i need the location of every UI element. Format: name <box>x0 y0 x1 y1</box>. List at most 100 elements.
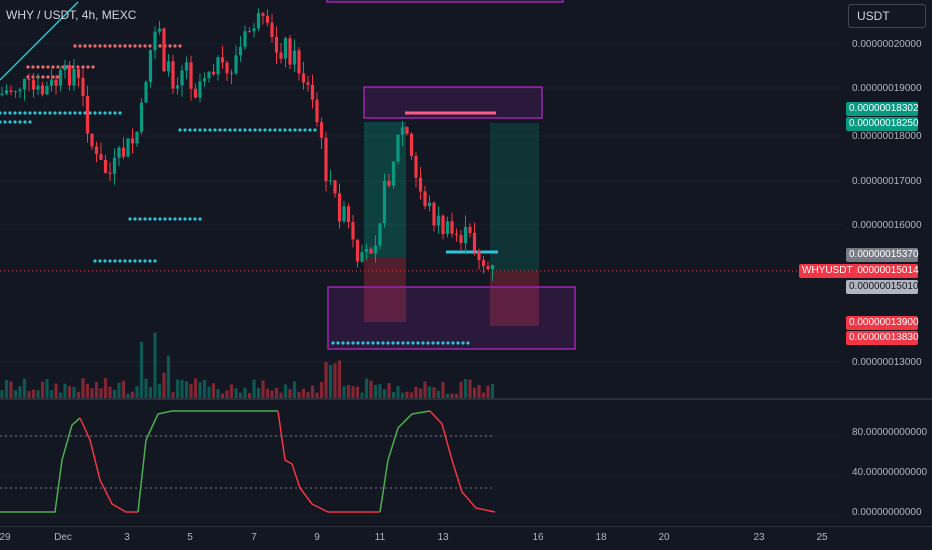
candle-body <box>139 102 144 132</box>
level-dot <box>143 217 147 221</box>
level-dot <box>53 111 57 115</box>
candle-body <box>76 69 81 78</box>
volume-bar <box>4 379 9 398</box>
candle-body <box>288 38 292 65</box>
price-chart[interactable] <box>0 0 842 398</box>
level-dot <box>386 341 390 345</box>
price-scale[interactable] <box>842 0 932 526</box>
level-dot <box>18 111 22 115</box>
level-dot <box>3 120 7 124</box>
level-dot <box>113 259 117 263</box>
volume-bar <box>247 393 252 398</box>
volume-bar <box>279 392 283 398</box>
candle-body <box>252 28 256 32</box>
oscillator-pane[interactable] <box>0 400 842 526</box>
volume-bar <box>175 379 180 398</box>
level-dot <box>63 111 67 115</box>
candlestick-chart[interactable] <box>0 0 842 398</box>
volume-bar <box>207 386 211 398</box>
candle-body <box>40 85 45 95</box>
candle-body <box>144 81 148 103</box>
volume-bar <box>202 379 207 398</box>
top-zone-box <box>326 0 564 3</box>
level-dot <box>3 111 7 115</box>
candle-body <box>247 31 252 33</box>
volume-bar <box>463 379 468 398</box>
pane-divider[interactable] <box>0 398 932 400</box>
volume-bar <box>157 383 162 398</box>
level-dot <box>133 259 137 263</box>
volume-bar <box>351 386 355 398</box>
candle-body <box>373 245 378 254</box>
volume-bar <box>22 378 27 398</box>
level-dot <box>148 44 152 48</box>
candle-body <box>207 71 211 79</box>
level-dot <box>401 341 405 345</box>
candle-body <box>85 96 90 134</box>
level-dot <box>283 128 287 132</box>
level-dot <box>68 111 72 115</box>
candle-body <box>441 215 445 234</box>
level-dot <box>466 341 470 345</box>
oscillator-tick: 80.00000000000 <box>852 427 928 438</box>
time-axis[interactable]: 29 Dec 3 5 7 9 11 13 16 18 20 23 25 <box>0 526 932 550</box>
volume-bar <box>369 380 373 398</box>
candle-body <box>27 78 31 80</box>
level-dot <box>13 111 17 115</box>
level-dot <box>203 128 207 132</box>
trend-line <box>0 1 79 81</box>
time-label: 18 <box>595 532 607 543</box>
candle-body <box>463 226 468 243</box>
volume-bar <box>418 388 423 398</box>
level-dot <box>461 341 465 345</box>
volume-bar <box>85 383 90 398</box>
price-tick: 0.00000018000 <box>852 131 922 142</box>
volume-bar <box>162 372 166 398</box>
volume-bar <box>364 378 369 398</box>
candle-body <box>486 266 490 270</box>
volume-bar <box>378 384 382 398</box>
level-dot <box>46 65 50 69</box>
oscillator-line-falling <box>429 410 496 513</box>
level-dot <box>0 111 2 115</box>
level-dot <box>341 341 345 345</box>
candle-body <box>265 15 270 23</box>
candle-body <box>148 50 153 82</box>
level-dot <box>138 259 142 263</box>
candle-body <box>364 248 369 253</box>
candle-body <box>229 73 234 75</box>
volume-bar <box>292 381 297 398</box>
volume-bar <box>450 393 454 398</box>
oscillator-line-falling <box>277 410 380 513</box>
candle-body <box>202 78 207 82</box>
level-dot <box>36 65 40 69</box>
candle-body <box>270 22 274 38</box>
level-dot <box>253 128 257 132</box>
level-dot <box>91 65 95 69</box>
candle-body <box>99 154 103 160</box>
candle-body <box>274 37 279 53</box>
level-dot <box>153 259 157 263</box>
level-dot <box>188 217 192 221</box>
candle-body <box>387 180 391 186</box>
level-dot <box>38 111 42 115</box>
price-tick: 0.00000019000 <box>852 83 922 94</box>
level-dot <box>376 341 380 345</box>
level-dot <box>153 217 157 221</box>
level-dot <box>88 44 92 48</box>
volume-bar <box>99 388 103 398</box>
level-dot <box>83 44 87 48</box>
level-dot <box>31 65 35 69</box>
candle-body <box>184 62 189 71</box>
volume-bar <box>9 381 13 398</box>
volume-bar <box>270 390 274 398</box>
volume-bar <box>103 378 108 398</box>
currency-button[interactable]: USDT <box>848 4 926 28</box>
candle-body <box>189 62 193 89</box>
oscillator-chart[interactable] <box>0 400 842 526</box>
level-dot <box>43 111 47 115</box>
last-price-tag: 0.00000015014 <box>846 264 919 278</box>
volume-bar <box>306 392 310 398</box>
level-dot <box>356 341 360 345</box>
candle-body <box>31 79 36 90</box>
